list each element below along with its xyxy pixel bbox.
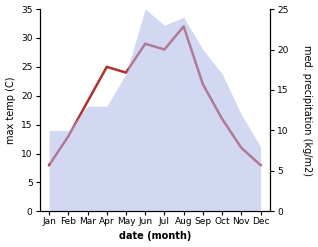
- Y-axis label: max temp (C): max temp (C): [5, 76, 16, 144]
- Y-axis label: med. precipitation (kg/m2): med. precipitation (kg/m2): [302, 45, 313, 176]
- X-axis label: date (month): date (month): [119, 231, 191, 242]
